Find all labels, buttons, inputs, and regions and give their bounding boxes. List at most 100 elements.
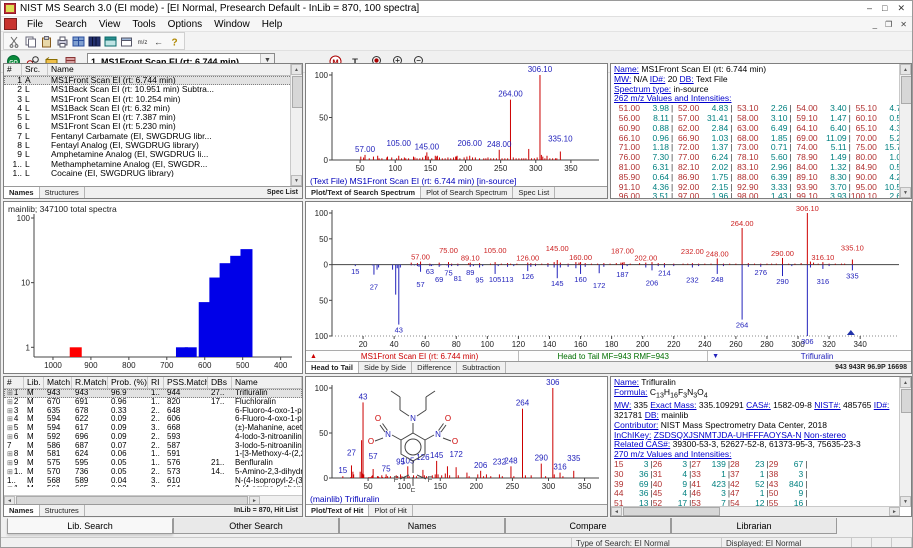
source-marker-icon[interactable]: ▲ [310, 353, 317, 360]
col-ri[interactable]: RI [148, 377, 164, 388]
hit-list-row[interactable]: ⊞2 M 670 691 0.96 1.. 820 17.. Fluchloralin [7, 397, 276, 406]
col-[interactable]: # [4, 377, 24, 388]
expand-icon[interactable]: ⊞ [7, 425, 13, 432]
col-dbs[interactable]: DBs [208, 377, 232, 388]
hit-info-hscrollbar[interactable]: ◄ ► [611, 506, 900, 516]
expand-icon[interactable]: ⊞ [7, 390, 13, 397]
spec-list-row[interactable]: 2 L MS1Back Scan EI (rt: 10.951 min) Subtr… [17, 85, 214, 95]
hit-marker-icon[interactable]: ▼ [712, 353, 720, 360]
paste-icon[interactable] [38, 34, 54, 49]
search-plot-tab-plot-text-of-search-spectrum[interactable]: Plot/Text of Search Spectrum [306, 187, 422, 198]
mdi-minimize-button[interactable]: _ [872, 19, 878, 29]
scroll-down-icon[interactable]: ▼ [900, 496, 911, 507]
compare-tab-side-by-side[interactable]: Side by Side [359, 362, 413, 373]
hit-list-row[interactable]: 1..M5685890.043..610N-(4-Isopropyl-2-(3-… [7, 476, 302, 485]
spec-list-scrollbar[interactable]: ▲ ▼ [290, 64, 302, 186]
search-spectrum-chart[interactable]: 0 50 100 50 100 150 200 250 300 350 57.00 105.00 145… [306, 64, 607, 174]
non-stereo-link[interactable]: Non-stereo [803, 429, 846, 440]
mdi-close-button[interactable]: ✕ [900, 19, 907, 29]
hit-list-row[interactable]: ⊞3M6356780.332..6486-Fluoro-4-oxo-1-prop… [7, 406, 302, 415]
hit-list-row[interactable]: ⊞1.. M 570 736 0.05 2.. 573 14.. 5-Amino-2,3-dih… [7, 467, 302, 476]
close-button[interactable]: ✕ [897, 3, 905, 13]
col-src[interactable]: Src. [22, 64, 48, 75]
col-prob[interactable]: Prob. (%) [108, 377, 148, 388]
spec-list-row[interactable]: 7 L Fentanyl Carbamate (EI, SWGDRUG libr..… [17, 131, 212, 141]
expand-icon[interactable]: ⊞ [7, 407, 13, 415]
expand-icon[interactable]: ⊞ [7, 416, 13, 424]
compare-tab-difference[interactable]: Difference [412, 362, 458, 373]
spec-list-row[interactable]: 5 L MS1Front Scan EI (rt: 7.387 min) [17, 113, 176, 123]
expand-icon[interactable]: ⊞ [7, 451, 13, 459]
hit-list-row[interactable]: ⊞4M5946220.092..6066-Fluoro-4-oxo-1-prop… [7, 415, 302, 424]
hit-spectrum-chart[interactable]: 0 50 100 50 100 150 200 250 300 350 15 27 43 57 75 95 10… [306, 377, 607, 496]
menu-tools[interactable]: Tools [132, 18, 156, 30]
scroll-up-icon[interactable]: ▲ [900, 64, 911, 75]
hit-plot-tab-plot-of-hit[interactable]: Plot of Hit [369, 505, 413, 516]
display-options-icon[interactable] [70, 34, 86, 49]
spec-list-row[interactable]: 3 L MS1Front Scan EI (rt: 10.254 min) [17, 94, 181, 104]
menu-view[interactable]: View [98, 18, 121, 30]
maximize-button[interactable]: □ [882, 3, 888, 13]
scroll-down-icon[interactable]: ▼ [291, 175, 302, 186]
compare-tab-subtraction[interactable]: Subtraction [457, 362, 507, 373]
spec-list-row[interactable]: 1 A MS1Front Scan EI (rt: 6.744 min) [4, 76, 302, 86]
col-rmatch[interactable]: R.Match [72, 377, 108, 388]
expand-icon[interactable]: ⊞ [7, 468, 13, 476]
hit-list-row[interactable]: ⊞9 M 575 595 0.05 1.. 576 21.. Benfluralin [7, 459, 273, 467]
minimize-button[interactable]: – [867, 3, 873, 13]
spec-list-row[interactable]: 8 L Fentayl Analog (EI, SWGDRUG library) [17, 141, 199, 151]
help-icon[interactable]: ? [166, 34, 182, 49]
menu-search[interactable]: Search [55, 18, 87, 30]
hit-list-row[interactable]: ⊞8M5816240.061..5911-[3-Methoxy-4-(2,2,2… [7, 450, 302, 459]
col-name[interactable]: Name [232, 377, 302, 388]
mz-icon[interactable]: m/z [134, 34, 150, 49]
hit-plot-tab-plot-text-of-hit[interactable]: Plot/Text of Hit [306, 505, 370, 516]
compare-tab-head-to-tail[interactable]: Head to Tail [306, 362, 359, 373]
mdi-restore-button[interactable]: ❐ [885, 19, 893, 29]
expand-icon[interactable]: ⊞ [7, 460, 13, 467]
tile-windows-icon[interactable] [102, 34, 118, 49]
spec-list-row[interactable]: 1.. L Cocaine (EI, SWGDRUG library) [12, 168, 174, 177]
scroll-up-icon[interactable]: ▲ [900, 377, 911, 388]
copy-icon[interactable] [22, 34, 38, 49]
hit-list-row[interactable]: ⊞1 M 943 943 96.9 1.. 944 27.. Trifluralin [4, 389, 302, 398]
scroll-left-icon[interactable]: ◄ [611, 507, 622, 516]
spec-list-row[interactable]: 9 L Amphetamine Analog (EI, SWGDRUG li... [17, 150, 209, 160]
expand-icon[interactable]: ⊞ [7, 486, 13, 487]
col-name[interactable]: Name [48, 64, 302, 75]
search-plot-tab-plot-of-search-spectrum[interactable]: Plot of Search Spectrum [421, 187, 514, 198]
hit-list-row[interactable]: 7 M 586 687 0.07 2.. 587 3-Iodo-5-nitroaniline,… [7, 441, 302, 450]
mw-histogram-chart[interactable]: mainlib; 347100 total spectra 1 10 100 1000 9… [4, 202, 302, 373]
scroll-down-icon[interactable]: ▼ [900, 187, 911, 198]
print-icon[interactable] [54, 34, 70, 49]
scroll-up-icon[interactable]: ▲ [291, 64, 302, 75]
menu-file[interactable]: File [27, 18, 44, 30]
menu-help[interactable]: Help [261, 18, 283, 30]
hit-list-row[interactable]: ⊞1..M5616650.033..5642-(4-amino-6-phenyl… [4, 485, 302, 487]
search-info-scrollbar[interactable]: ▲ ▼ [899, 64, 911, 198]
hit-list-tab-names[interactable]: Names [4, 505, 40, 516]
hit-list-row[interactable]: ⊞6 M 592 696 0.09 2.. 593 4-Iodo-3-nitroaniline… [7, 432, 302, 441]
spec-list-tab-names[interactable]: Names [4, 187, 40, 198]
cut-icon[interactable] [6, 34, 22, 49]
back-arrow-icon[interactable]: ← [150, 34, 166, 49]
colors-icon[interactable] [86, 34, 102, 49]
col-lib[interactable]: Lib. [24, 377, 44, 388]
main-tab-names[interactable]: Names [339, 518, 505, 534]
expand-icon[interactable]: ⊞ [7, 433, 13, 441]
search-plot-tab-spec-list[interactable]: Spec List [513, 187, 556, 198]
main-tab-compare[interactable]: Compare [505, 518, 671, 534]
main-tab-librarian[interactable]: Librarian [671, 518, 837, 534]
cascade-icon[interactable] [118, 34, 134, 49]
col-pssmatch[interactable]: PSS.Match [164, 377, 208, 388]
head-to-tail-chart[interactable]: 100 50 0 50 100 20 40 60 80 100 120 140 160 180 200 220… [306, 202, 911, 351]
menu-options[interactable]: Options [167, 18, 203, 30]
expand-icon[interactable]: ⊞ [7, 398, 13, 406]
menu-window[interactable]: Window [214, 18, 250, 30]
main-tab-other-search[interactable]: Other Search [173, 518, 339, 534]
col-[interactable]: # [4, 64, 22, 75]
scroll-right-icon[interactable]: ► [889, 507, 900, 516]
spec-list-row[interactable]: 4 L MS1Back Scan EI (rt: 6.32 min) [17, 103, 171, 113]
col-match[interactable]: Match [44, 377, 72, 388]
